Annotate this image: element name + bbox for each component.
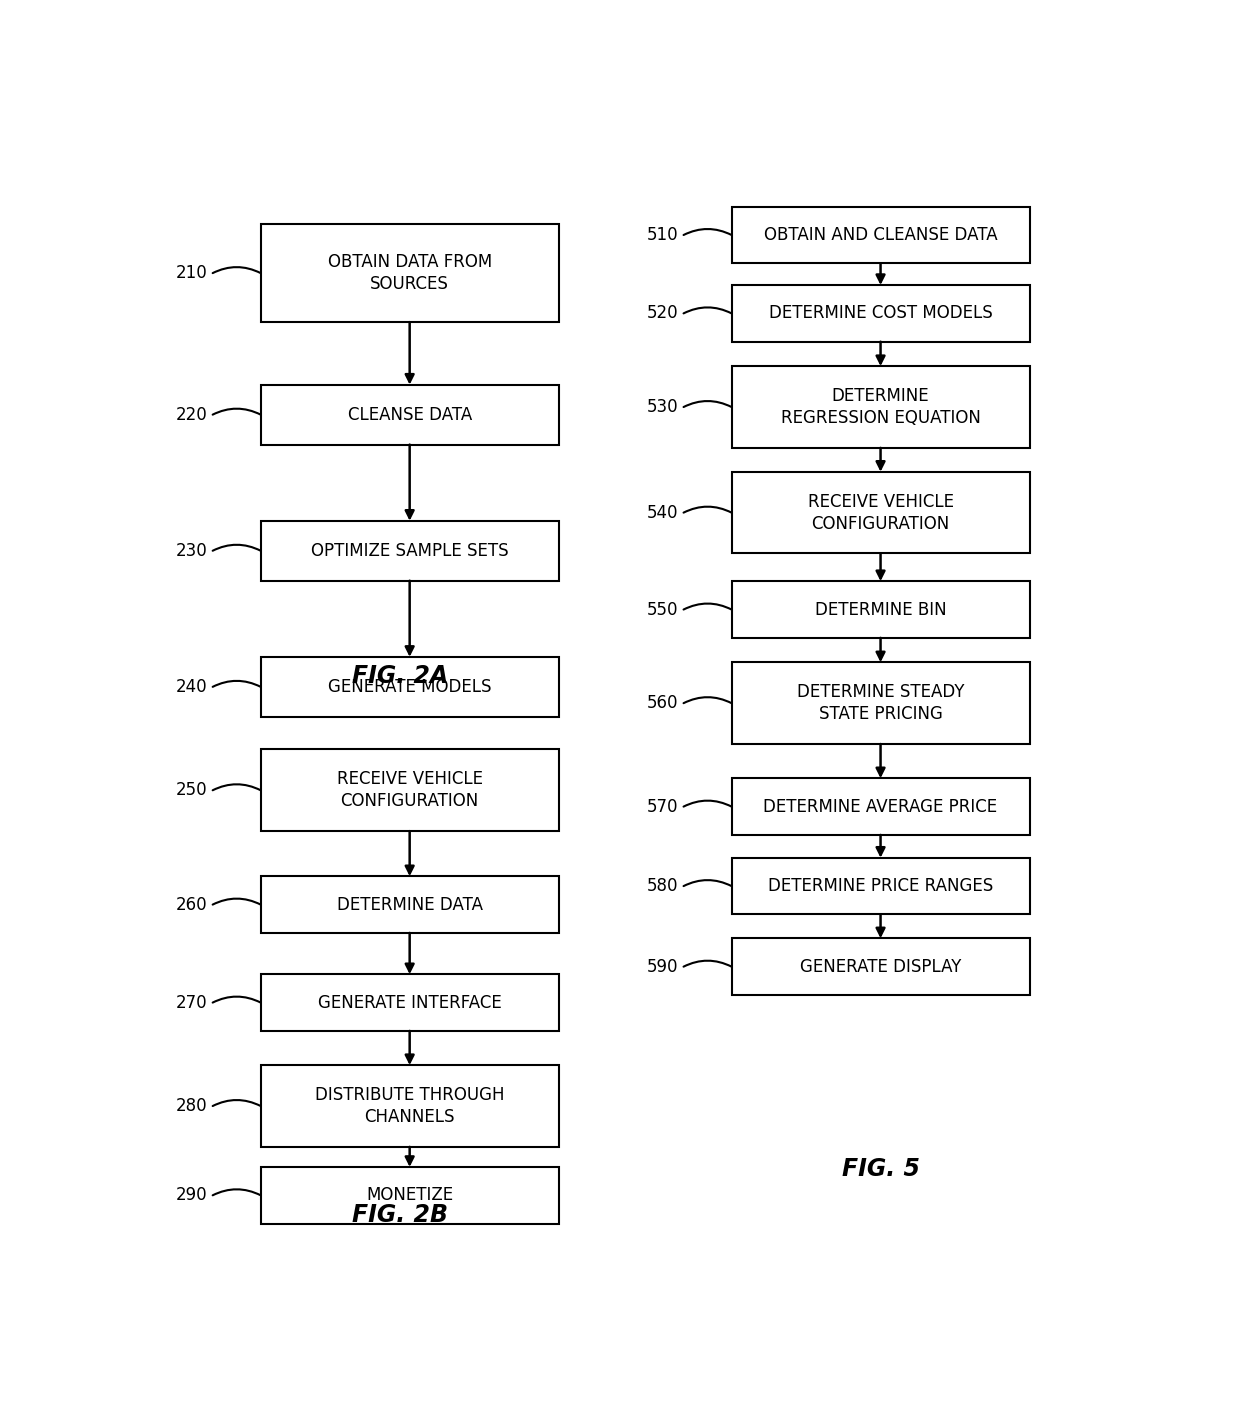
Text: 230: 230: [176, 542, 208, 560]
Bar: [732, 778, 1029, 834]
Text: 580: 580: [647, 877, 678, 895]
Bar: [732, 206, 1029, 263]
Text: DETERMINE COST MODELS: DETERMINE COST MODELS: [769, 304, 992, 322]
Text: OBTAIN AND CLEANSE DATA: OBTAIN AND CLEANSE DATA: [764, 226, 997, 245]
Text: RECEIVE VEHICLE
CONFIGURATION: RECEIVE VEHICLE CONFIGURATION: [807, 492, 954, 533]
Text: FIG. 5: FIG. 5: [842, 1157, 920, 1181]
Text: DISTRIBUTE THROUGH
CHANNELS: DISTRIBUTE THROUGH CHANNELS: [315, 1086, 505, 1126]
Text: DETERMINE
REGRESSION EQUATION: DETERMINE REGRESSION EQUATION: [781, 387, 981, 427]
Text: GENERATE INTERFACE: GENERATE INTERFACE: [317, 994, 501, 1011]
Text: 540: 540: [647, 503, 678, 522]
Text: DETERMINE DATA: DETERMINE DATA: [337, 895, 482, 913]
Bar: [732, 286, 1029, 342]
Bar: [732, 366, 1029, 448]
Text: MONETIZE: MONETIZE: [366, 1186, 454, 1205]
Bar: [732, 662, 1029, 744]
Bar: [260, 520, 559, 581]
Text: 530: 530: [647, 397, 678, 416]
Text: GENERATE MODELS: GENERATE MODELS: [327, 677, 491, 696]
Bar: [260, 877, 559, 933]
Bar: [260, 749, 559, 831]
Text: 260: 260: [176, 895, 208, 913]
Text: FIG. 2A: FIG. 2A: [352, 665, 448, 689]
Bar: [732, 581, 1029, 638]
Bar: [260, 385, 559, 444]
Text: 280: 280: [176, 1097, 208, 1116]
Text: 240: 240: [176, 677, 208, 696]
Bar: [732, 939, 1029, 995]
Text: 220: 220: [176, 406, 208, 424]
Bar: [260, 974, 559, 1031]
Bar: [260, 1167, 559, 1223]
Bar: [260, 1065, 559, 1147]
Text: 570: 570: [647, 797, 678, 816]
Text: OPTIMIZE SAMPLE SETS: OPTIMIZE SAMPLE SETS: [311, 542, 508, 560]
Text: 210: 210: [176, 264, 208, 283]
Text: DETERMINE STEADY
STATE PRICING: DETERMINE STEADY STATE PRICING: [797, 683, 965, 724]
Text: FIG. 2B: FIG. 2B: [352, 1203, 448, 1227]
Text: 550: 550: [647, 601, 678, 618]
Text: 510: 510: [647, 226, 678, 245]
Text: 520: 520: [647, 304, 678, 322]
Bar: [260, 225, 559, 322]
Bar: [732, 472, 1029, 553]
Text: 560: 560: [647, 694, 678, 713]
Text: 270: 270: [176, 994, 208, 1011]
Text: CLEANSE DATA: CLEANSE DATA: [347, 406, 471, 424]
Text: 590: 590: [647, 957, 678, 976]
Text: OBTAIN DATA FROM
SOURCES: OBTAIN DATA FROM SOURCES: [327, 253, 492, 293]
Bar: [260, 658, 559, 717]
Text: 290: 290: [176, 1186, 208, 1205]
Text: 250: 250: [176, 782, 208, 799]
Text: DETERMINE BIN: DETERMINE BIN: [815, 601, 946, 618]
Text: DETERMINE AVERAGE PRICE: DETERMINE AVERAGE PRICE: [764, 797, 998, 816]
Text: GENERATE DISPLAY: GENERATE DISPLAY: [800, 957, 961, 976]
Text: DETERMINE PRICE RANGES: DETERMINE PRICE RANGES: [768, 877, 993, 895]
Bar: [732, 858, 1029, 915]
Text: RECEIVE VEHICLE
CONFIGURATION: RECEIVE VEHICLE CONFIGURATION: [337, 771, 482, 810]
